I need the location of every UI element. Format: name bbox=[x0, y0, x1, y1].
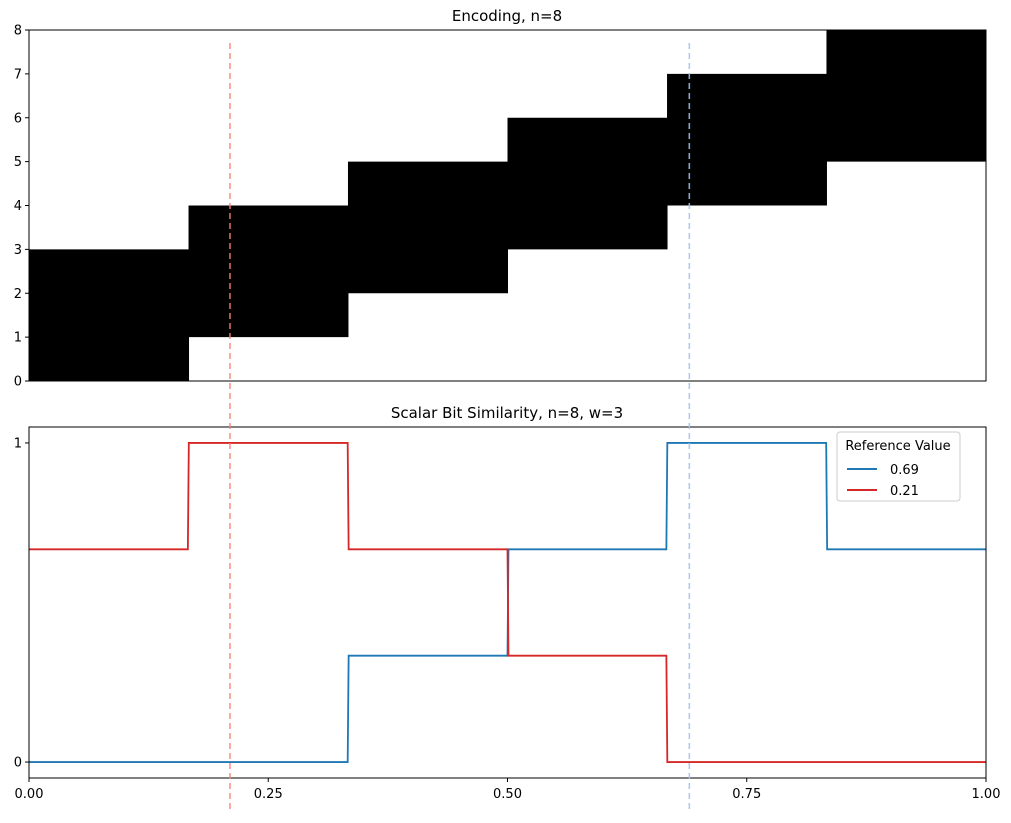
encoding-y-tick-label-0: 0 bbox=[14, 375, 22, 390]
similarity-x-tick-label-0.75: 0.75 bbox=[732, 787, 761, 802]
similarity-y-tick-label-0: 0 bbox=[14, 756, 22, 771]
series-line-0.69 bbox=[29, 442, 986, 763]
encoding-block-1 bbox=[188, 205, 349, 338]
similarity-plot-frame bbox=[28, 426, 987, 779]
similarity-x-tick-label-0.50: 0.50 bbox=[493, 787, 522, 802]
encoding-y-tick-label-6: 6 bbox=[14, 111, 22, 126]
encoding-plot: Encoding, n=8 0 1 2 3 4 5 6 7 8 bbox=[14, 7, 987, 390]
encoding-y-axis: 0 1 2 3 4 5 6 7 8 bbox=[14, 24, 29, 390]
legend-title: Reference Value bbox=[845, 439, 950, 454]
legend-label-0.21: 0.21 bbox=[890, 484, 919, 499]
encoding-plot-title: Encoding, n=8 bbox=[452, 7, 562, 25]
similarity-plot: Scalar Bit Similarity, n=8, w=3 01 0.00 0… bbox=[14, 404, 1001, 802]
encoding-y-tick-label-2: 2 bbox=[14, 287, 22, 302]
similarity-y-axis: 01 bbox=[14, 436, 29, 771]
encoding-block-5 bbox=[826, 30, 987, 162]
encoding-y-tick-label-8: 8 bbox=[14, 24, 22, 39]
similarity-x-tick-label-1.00: 1.00 bbox=[972, 787, 1001, 802]
encoding-block-2 bbox=[347, 161, 508, 294]
series-line-0.21 bbox=[29, 442, 986, 763]
legend-box bbox=[836, 431, 961, 502]
encoding-y-tick-label-5: 5 bbox=[14, 155, 22, 170]
similarity-x-tick-label-0.25: 0.25 bbox=[254, 787, 283, 802]
encoding-block-4 bbox=[667, 73, 827, 206]
encoding-y-tick-label-7: 7 bbox=[14, 67, 22, 82]
encoding-plot-frame bbox=[28, 29, 987, 382]
similarity-y-tick-label-1: 1 bbox=[14, 436, 22, 451]
encoding-y-tick-label-3: 3 bbox=[14, 243, 22, 258]
legend: Reference Value 0.69 0.21 bbox=[836, 431, 961, 502]
similarity-series bbox=[29, 442, 986, 763]
similarity-x-tick-label-0.00: 0.00 bbox=[15, 787, 44, 802]
encoding-blocks bbox=[29, 30, 987, 381]
encoding-y-tick-label-4: 4 bbox=[14, 199, 22, 214]
encoding-y-tick-label-1: 1 bbox=[14, 331, 22, 346]
reference-lines bbox=[229, 43, 691, 813]
encoding-block-0 bbox=[29, 249, 190, 381]
similarity-plot-title: Scalar Bit Similarity, n=8, w=3 bbox=[391, 404, 623, 422]
encoding-block-3 bbox=[507, 117, 668, 250]
legend-label-0.69: 0.69 bbox=[890, 463, 919, 478]
similarity-x-axis: 0.00 0.25 0.50 0.75 1.00 bbox=[15, 778, 1001, 802]
